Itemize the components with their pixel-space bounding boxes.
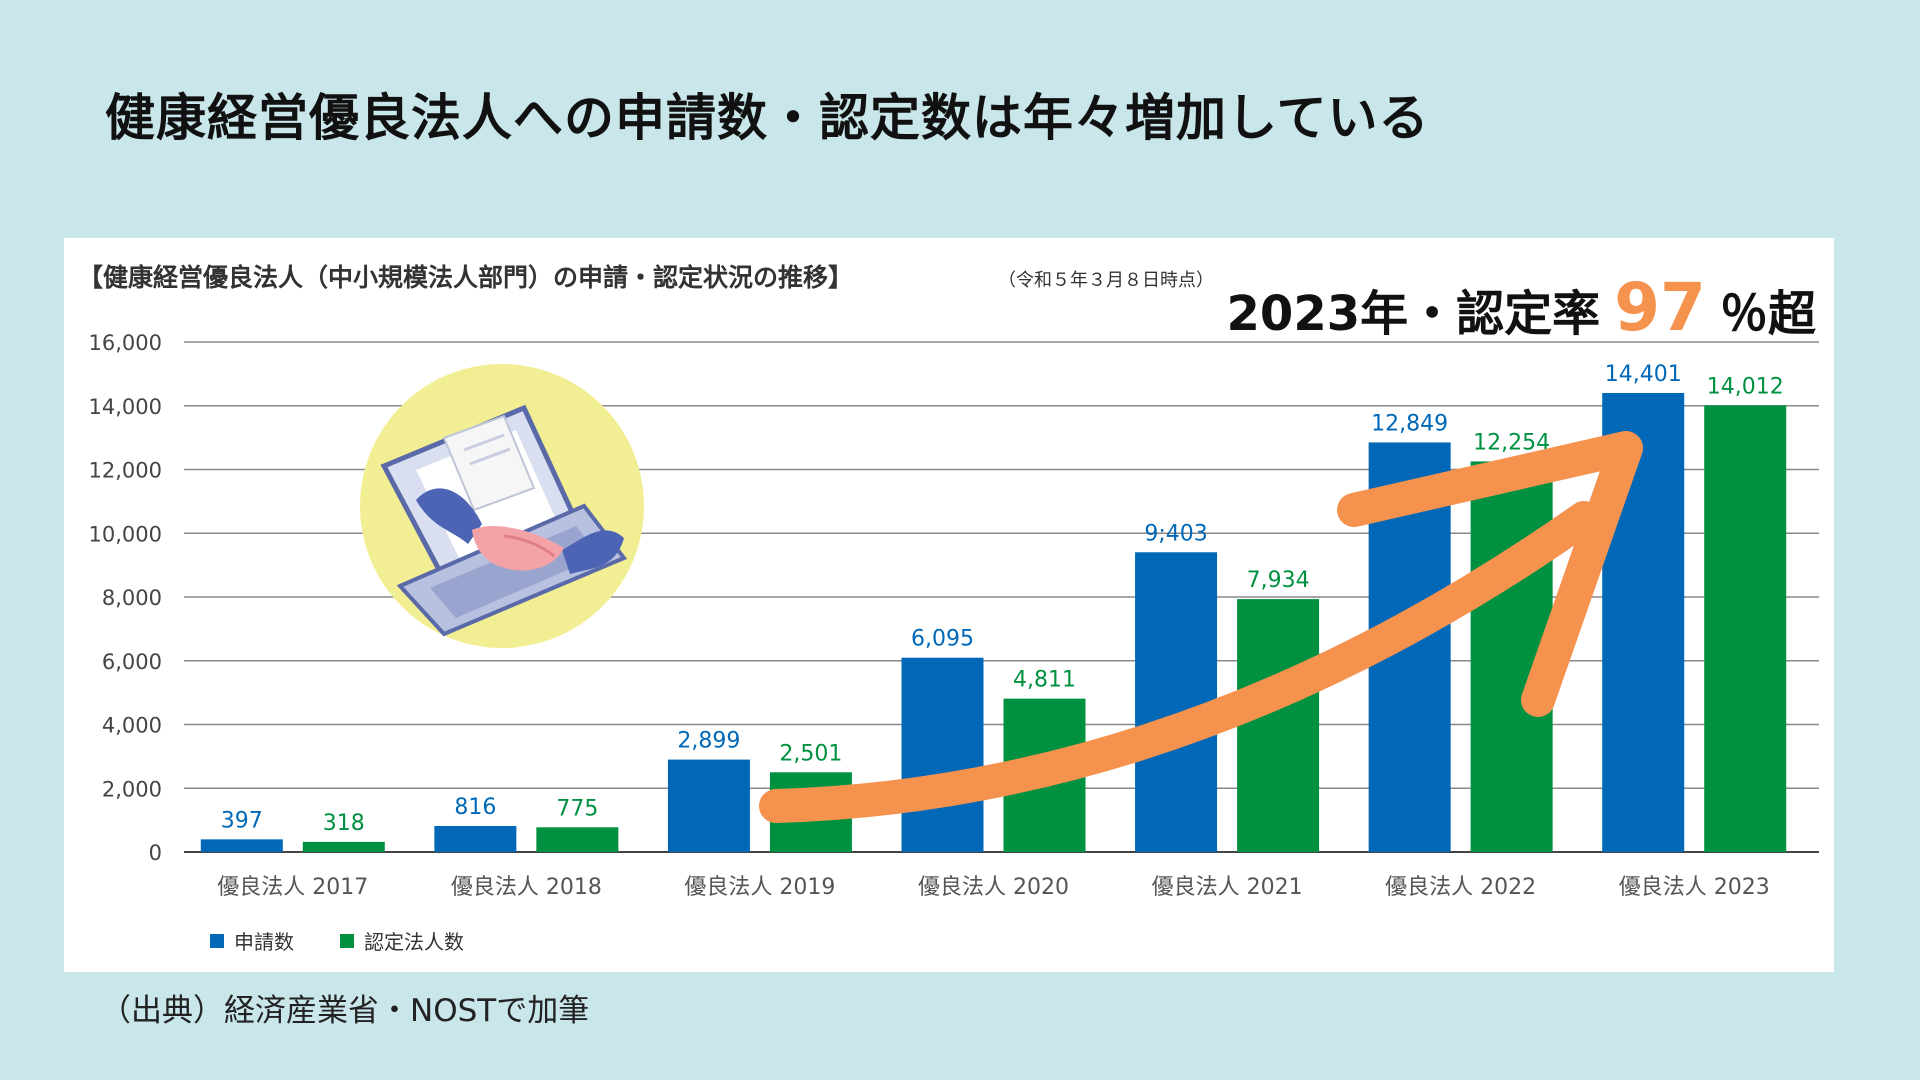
chart-title: 【健康経営優良法人（中小規模法人部門）の申請・認定状況の推移】	[78, 263, 853, 292]
y-tick-label: 6,000	[102, 650, 162, 674]
y-tick-label: 10,000	[89, 522, 162, 546]
legend-label: 認定法人数	[364, 930, 464, 954]
bar-value-label: 2,501	[779, 741, 842, 766]
bar-certified-5	[1237, 599, 1320, 852]
legend-swatch	[340, 934, 354, 948]
bar-chart: 0 2,000 4,000 6,000 8,000 10,000 12,000 14,000 1…	[78, 263, 1819, 954]
headline-prefix: 2023年・認定率	[1227, 286, 1601, 342]
legend-label: 申請数	[234, 930, 294, 954]
bar-value-label: 318	[323, 811, 365, 836]
headline-rate-value: 97	[1614, 269, 1706, 346]
bar-value-label: 775	[556, 796, 598, 821]
bar-applications-3	[667, 759, 750, 852]
bar-value-label: 6,095	[911, 627, 974, 652]
bar-value-label: 12,849	[1371, 411, 1448, 436]
x-category-label: 優良法人 2021	[1152, 875, 1303, 900]
bar-value-label: 2,899	[677, 729, 740, 754]
bar-value-label: 816	[454, 795, 496, 820]
bar-value-label: 7,934	[1247, 568, 1310, 593]
y-tick-label: 12,000	[89, 459, 162, 483]
source-note: （出典）経済産業省・NOSTで加筆	[100, 993, 590, 1029]
slide-title: 健康経営優良法人への申請数・認定数は年々増加している	[105, 89, 1430, 147]
chart-panel: 0 2,000 4,000 6,000 8,000 10,000 12,000 14,000 1…	[64, 238, 1834, 972]
bar-value-label: 9;403	[1144, 521, 1207, 546]
x-category-label: 優良法人 2022	[1385, 875, 1536, 900]
x-category-label: 優良法人 2019	[684, 875, 835, 900]
bar-value-label: 397	[221, 808, 263, 833]
bar-certified-2	[536, 827, 619, 852]
chart-date-note: （令和５年３月８日時点）	[998, 270, 1214, 291]
x-category-label: 優良法人 2018	[451, 875, 602, 900]
y-tick-label: 8,000	[102, 586, 162, 610]
bar-value-label: 14,012	[1707, 374, 1784, 399]
headline: 2023年・認定率 97 ％超	[1227, 269, 1817, 346]
trend-arrow-icon	[759, 501, 1601, 823]
trend-arrow-head-icon	[1337, 431, 1643, 717]
x-category-label: 優良法人 2017	[217, 875, 368, 900]
x-category-label: 優良法人 2020	[918, 875, 1069, 900]
x-category-label: 優良法人 2023	[1619, 875, 1770, 900]
bar-applications-5	[1135, 552, 1218, 852]
legend-swatch	[210, 934, 224, 948]
bar-applications-4	[901, 657, 984, 852]
headline-suffix: ％超	[1720, 286, 1817, 342]
y-tick-label: 14,000	[89, 395, 162, 419]
bar-applications-2	[434, 825, 517, 852]
bar-applications-1	[200, 839, 283, 852]
y-tick-label: 0	[149, 841, 162, 865]
y-tick-label: 16,000	[89, 331, 162, 355]
y-tick-label: 4,000	[102, 714, 162, 738]
bar-value-label: 14,401	[1605, 362, 1682, 387]
handshake-laptop-icon	[360, 364, 644, 648]
chart-legend: 申請数 認定法人数	[210, 930, 464, 954]
bar-certified-7	[1704, 405, 1787, 852]
bar-value-label: 4,811	[1013, 668, 1076, 693]
y-tick-label: 2,000	[102, 777, 162, 801]
bar-certified-1	[302, 841, 385, 852]
